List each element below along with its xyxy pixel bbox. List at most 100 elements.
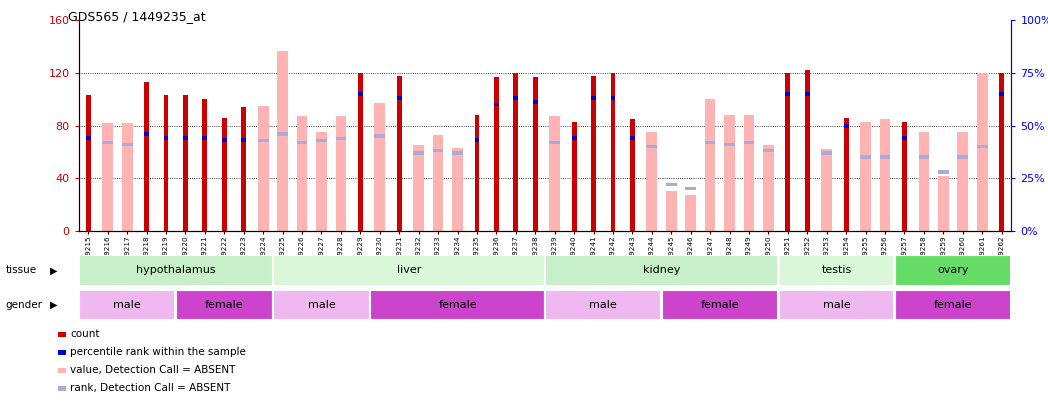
Bar	[358, 73, 363, 231]
Bar	[977, 73, 987, 231]
Bar	[494, 77, 499, 231]
Text: hypothalamus: hypothalamus	[136, 265, 216, 275]
Bar	[475, 139, 479, 142]
Bar	[860, 156, 871, 159]
Bar	[611, 73, 615, 231]
Text: ▶: ▶	[50, 265, 58, 275]
Bar	[258, 139, 268, 142]
Bar	[938, 176, 948, 231]
Bar	[241, 139, 246, 142]
Bar	[844, 124, 849, 128]
Bar	[532, 77, 538, 231]
Text: female: female	[700, 300, 739, 310]
Text: female: female	[205, 300, 243, 310]
Bar	[163, 95, 169, 231]
Text: gender: gender	[5, 300, 42, 310]
Bar	[103, 141, 113, 144]
Bar	[724, 115, 735, 231]
Bar	[549, 116, 560, 231]
Text: count: count	[70, 328, 100, 339]
Bar	[202, 136, 208, 140]
Bar	[763, 145, 773, 231]
Text: GDS565 / 1449235_at: GDS565 / 1449235_at	[68, 10, 205, 23]
Text: male: male	[308, 300, 335, 310]
Bar	[433, 135, 443, 231]
Bar	[532, 100, 538, 104]
Text: ovary: ovary	[937, 265, 968, 275]
Bar	[452, 151, 463, 155]
Bar	[335, 116, 346, 231]
Bar	[545, 290, 661, 320]
Bar	[374, 134, 385, 138]
Bar	[297, 116, 307, 231]
Bar	[413, 145, 424, 231]
Bar	[665, 183, 677, 186]
Bar	[86, 95, 91, 231]
Text: ▶: ▶	[50, 300, 58, 310]
Text: value, Detection Call = ABSENT: value, Detection Call = ABSENT	[70, 365, 236, 375]
Bar	[999, 73, 1004, 231]
Bar	[278, 51, 288, 231]
Bar	[370, 290, 545, 320]
Text: male: male	[589, 300, 617, 310]
Text: female: female	[438, 300, 477, 310]
Bar	[705, 141, 716, 144]
Bar	[397, 96, 401, 100]
Text: male: male	[113, 300, 141, 310]
Bar	[145, 132, 149, 136]
Bar	[763, 149, 773, 152]
Bar	[374, 103, 385, 231]
Bar	[79, 255, 272, 286]
Bar	[545, 255, 778, 286]
Bar	[413, 151, 424, 155]
Bar	[335, 136, 346, 140]
Bar	[183, 95, 188, 231]
Text: tissue: tissue	[5, 265, 37, 275]
Bar	[103, 123, 113, 231]
Bar	[860, 122, 871, 231]
Bar	[183, 136, 188, 140]
Bar	[705, 99, 716, 231]
Bar	[779, 290, 894, 320]
Bar	[744, 141, 755, 144]
Bar	[452, 148, 463, 231]
Bar	[999, 92, 1004, 96]
Bar	[297, 141, 307, 144]
Bar	[844, 117, 849, 231]
Bar	[744, 115, 755, 231]
Bar	[918, 132, 930, 231]
Bar	[571, 136, 576, 140]
Bar	[779, 255, 894, 286]
Bar	[514, 73, 519, 231]
Bar	[805, 70, 810, 231]
Text: male: male	[823, 300, 850, 310]
Text: liver: liver	[397, 265, 421, 275]
Bar	[630, 136, 635, 140]
Bar	[785, 92, 790, 96]
Bar	[662, 290, 778, 320]
Bar	[494, 102, 499, 107]
Bar	[685, 195, 696, 231]
Bar	[222, 139, 226, 142]
Bar	[822, 149, 832, 231]
Text: testis: testis	[822, 265, 852, 275]
Bar	[895, 255, 1011, 286]
Bar	[241, 107, 246, 231]
Bar	[79, 290, 175, 320]
Bar	[571, 122, 576, 231]
Bar	[785, 73, 790, 231]
Bar	[86, 136, 91, 140]
Text: rank, Detection Call = ABSENT: rank, Detection Call = ABSENT	[70, 383, 231, 393]
Bar	[822, 151, 832, 155]
Bar	[258, 106, 268, 231]
Bar	[163, 136, 169, 140]
Bar	[514, 96, 519, 100]
Bar	[358, 92, 363, 96]
Bar	[475, 115, 479, 231]
Bar	[918, 156, 930, 159]
Text: female: female	[934, 300, 973, 310]
Bar	[274, 255, 545, 286]
Bar	[591, 96, 596, 100]
Bar	[647, 132, 657, 231]
Text: kidney: kidney	[642, 265, 680, 275]
